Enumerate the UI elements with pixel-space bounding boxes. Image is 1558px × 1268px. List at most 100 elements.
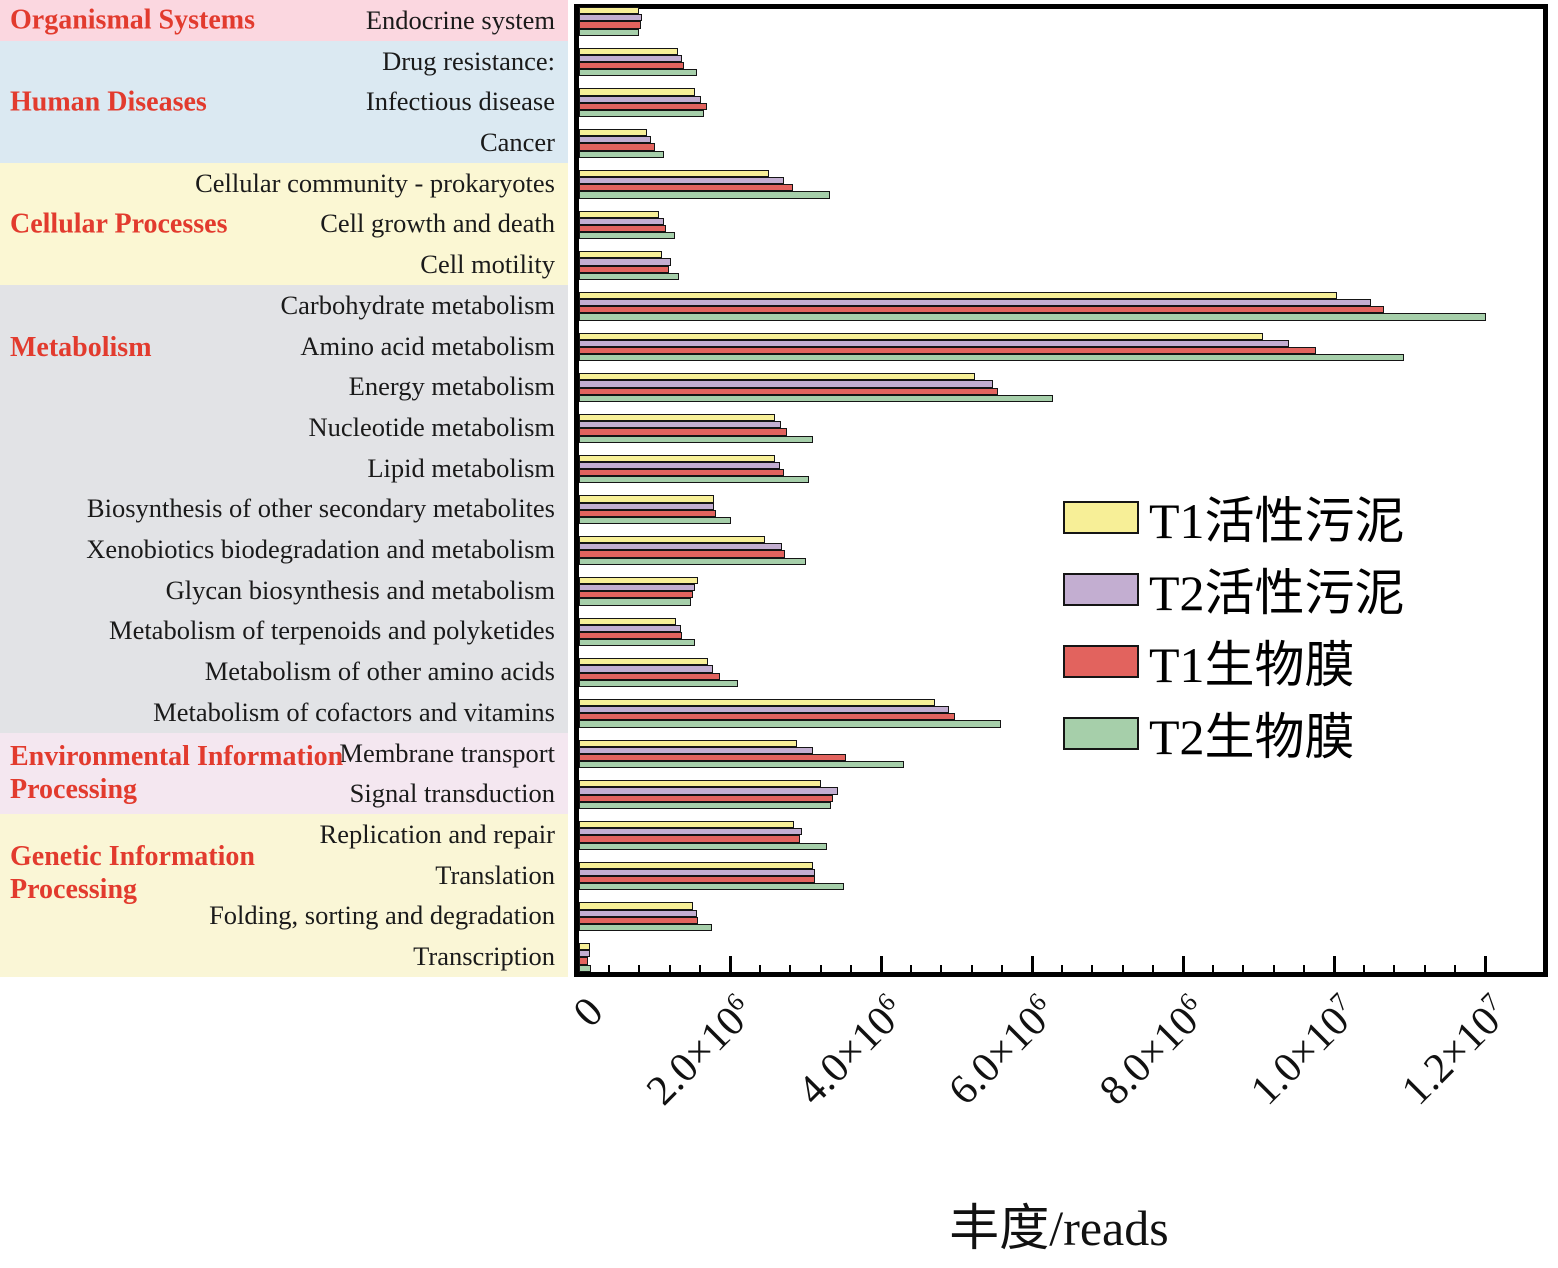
bar-t2-biofilm (579, 639, 696, 647)
bar-t2-biofilm (579, 679, 739, 687)
pathway-label: Transcription (413, 941, 555, 972)
x-minor-tick (1302, 965, 1305, 972)
x-minor-tick (1423, 965, 1426, 972)
bar-t1-biofilm (579, 876, 816, 884)
bar-t1-activated-sludge (579, 821, 795, 829)
bar-group (579, 536, 807, 565)
bar-t1-biofilm (579, 753, 847, 762)
section-band: Metabolism Carbohydrate metabolism Amino a… (0, 284, 568, 733)
pathway-label: Signal transduction (349, 778, 555, 809)
bar-t2-biofilm (579, 109, 705, 118)
bar-t1-activated-sludge (579, 210, 660, 218)
bar-t1-biofilm (579, 672, 721, 680)
bar-t1-biofilm (579, 21, 641, 29)
bar-t2-biofilm (579, 476, 809, 484)
bar-t1-activated-sludge (579, 414, 776, 422)
section-band: Human Diseases Drug resistance: Infectious… (0, 40, 568, 163)
bar-group (579, 658, 739, 687)
plot-area (574, 4, 1548, 977)
x-minor-tick (1212, 965, 1215, 972)
bar-t1-activated-sludge (579, 291, 1338, 300)
bar-t2-biofilm (579, 923, 712, 932)
bar-t2-activated-sludge (579, 14, 643, 22)
bar-t2-biofilm (579, 720, 1002, 728)
x-minor-tick (638, 965, 641, 972)
legend-item: T1活性污泥 (1063, 481, 1405, 553)
tick-mantissa: 6.0×10 (939, 997, 1057, 1115)
legend-item: T1生物膜 (1063, 625, 1355, 697)
bar-t2-biofilm (579, 883, 844, 891)
pathway-label: Drug resistance: (382, 45, 555, 76)
pathway-label: Amino acid metabolism (300, 330, 555, 361)
legend-label: T1生物膜 (1149, 637, 1355, 693)
pathway-label: Lipid metabolism (367, 452, 555, 483)
bar-group (579, 129, 665, 158)
x-minor-tick (759, 965, 762, 972)
bar-t1-activated-sludge (579, 536, 765, 544)
x-tick-label: 8.0×106 (1090, 987, 1217, 1115)
pathway-label: Infectious disease (365, 86, 555, 117)
bar-t2-activated-sludge (579, 868, 815, 877)
bar-t2-biofilm (579, 69, 697, 77)
bar-t1-biofilm (579, 143, 655, 151)
bars-layer (579, 0, 1548, 977)
pathway-label: Membrane transport (339, 737, 555, 768)
bar-t1-activated-sludge (579, 332, 1264, 340)
section-label: Metabolism (10, 331, 152, 363)
bar-t1-activated-sludge (579, 454, 775, 462)
x-minor-tick (1000, 965, 1003, 972)
bar-t1-biofilm (579, 835, 801, 843)
x-minor-tick (1453, 965, 1456, 972)
bar-t2-activated-sludge (579, 624, 681, 632)
bar-t2-biofilm (579, 150, 665, 158)
bar-group (579, 169, 830, 199)
tick-mantissa: 1.2×10 (1392, 997, 1510, 1115)
x-minor-tick (1151, 965, 1154, 972)
bar-t2-activated-sludge (579, 299, 1371, 307)
bar-t2-biofilm (579, 598, 692, 606)
bar-t2-activated-sludge (579, 54, 682, 63)
bar-t1-activated-sludge (579, 129, 647, 137)
bar-t2-biofilm (579, 964, 592, 972)
tick-mantissa: 1.0×10 (1241, 997, 1359, 1115)
section-label: Environmental Information Processing (10, 741, 344, 806)
bar-t2-activated-sludge (579, 258, 672, 266)
legend-swatch-t2-activated-sludge (1063, 572, 1139, 606)
x-minor-tick (668, 965, 671, 972)
x-major-tick (728, 956, 732, 972)
x-minor-tick (1242, 965, 1245, 972)
bar-t1-biofilm (579, 631, 683, 640)
x-minor-tick (1363, 965, 1366, 972)
bar-t2-biofilm (579, 394, 1054, 403)
bar-group (579, 617, 696, 647)
bar-t1-activated-sludge (579, 739, 798, 747)
x-minor-tick (1272, 965, 1275, 972)
bar-t1-activated-sludge (579, 169, 770, 177)
bar-t1-activated-sludge (579, 373, 976, 381)
bar-t1-activated-sludge (579, 943, 591, 951)
section-label: Human Diseases (10, 86, 207, 118)
bar-t2-activated-sludge (579, 746, 814, 754)
pathway-label: Metabolism of other amino acids (204, 656, 555, 687)
x-major-tick (1483, 956, 1487, 972)
section-label: Genetic Information Processing (10, 840, 255, 905)
tick-mantissa: 4.0×10 (788, 997, 906, 1115)
bar-t1-biofilm (579, 265, 669, 273)
bar-t1-activated-sludge (579, 495, 715, 503)
legend-swatch-t1-activated-sludge (1063, 500, 1139, 534)
bar-t2-biofilm (579, 232, 675, 240)
bar-t1-biofilm (579, 550, 786, 558)
bar-t2-biofilm (579, 557, 807, 565)
x-tick-label: 6.0×106 (939, 987, 1066, 1115)
bar-t2-activated-sludge (579, 502, 715, 510)
legend-item: T2生物膜 (1063, 697, 1355, 769)
legend-label: T2生物膜 (1149, 709, 1355, 765)
bar-t2-biofilm (579, 761, 904, 769)
bar-t2-activated-sludge (579, 543, 783, 551)
bar-t2-biofilm (579, 801, 832, 810)
pathway-label: Replication and repair (319, 818, 555, 849)
bar-t1-biofilm (579, 957, 589, 965)
pathway-label: Cell motility (420, 249, 555, 280)
bar-t1-biofilm (579, 224, 666, 233)
pathway-label: Biosynthesis of other secondary metaboli… (86, 493, 555, 524)
